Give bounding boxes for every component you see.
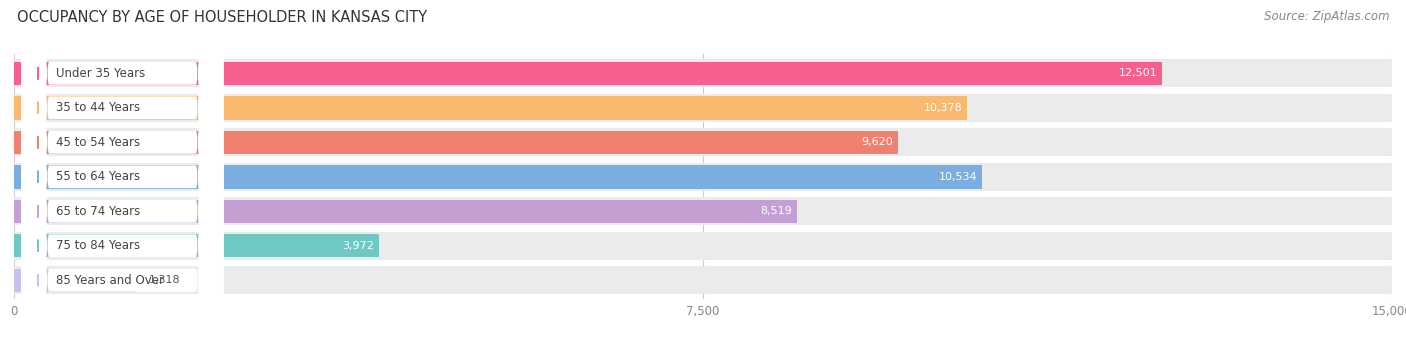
Text: Source: ZipAtlas.com: Source: ZipAtlas.com: [1264, 10, 1389, 23]
FancyBboxPatch shape: [21, 0, 224, 340]
Bar: [14, 165, 981, 188]
Text: 8,519: 8,519: [761, 206, 792, 216]
FancyBboxPatch shape: [21, 0, 224, 340]
Bar: [14, 59, 1392, 87]
Text: 9,620: 9,620: [862, 137, 893, 147]
Bar: [14, 269, 135, 292]
Text: 1,318: 1,318: [149, 275, 180, 285]
Bar: [14, 197, 1392, 225]
Text: 12,501: 12,501: [1119, 68, 1157, 78]
Bar: [14, 62, 1163, 85]
Bar: [14, 232, 1392, 260]
Text: 35 to 44 Years: 35 to 44 Years: [56, 101, 141, 114]
Text: Under 35 Years: Under 35 Years: [56, 67, 146, 80]
Text: 3,972: 3,972: [343, 241, 374, 251]
FancyBboxPatch shape: [21, 0, 224, 340]
Text: 55 to 64 Years: 55 to 64 Years: [56, 170, 141, 183]
Text: 75 to 84 Years: 75 to 84 Years: [56, 239, 141, 252]
Bar: [14, 128, 1392, 156]
Text: OCCUPANCY BY AGE OF HOUSEHOLDER IN KANSAS CITY: OCCUPANCY BY AGE OF HOUSEHOLDER IN KANSA…: [17, 10, 427, 25]
Bar: [14, 266, 1392, 294]
Bar: [14, 94, 1392, 122]
Text: 85 Years and Over: 85 Years and Over: [56, 274, 165, 287]
FancyBboxPatch shape: [21, 0, 224, 340]
Bar: [14, 96, 967, 120]
Text: 10,534: 10,534: [938, 172, 977, 182]
Text: 65 to 74 Years: 65 to 74 Years: [56, 205, 141, 218]
Text: 10,378: 10,378: [924, 103, 963, 113]
FancyBboxPatch shape: [21, 0, 224, 340]
Bar: [14, 200, 797, 223]
Text: 45 to 54 Years: 45 to 54 Years: [56, 136, 141, 149]
FancyBboxPatch shape: [21, 0, 224, 340]
Bar: [14, 131, 898, 154]
Bar: [14, 163, 1392, 191]
FancyBboxPatch shape: [21, 0, 224, 340]
Bar: [14, 234, 380, 257]
